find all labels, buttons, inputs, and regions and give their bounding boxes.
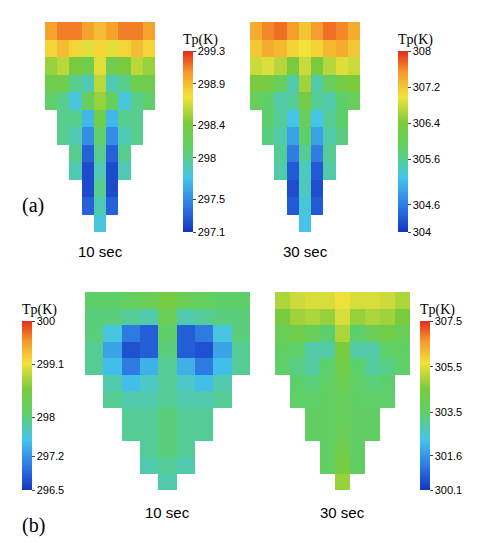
svg-text:30 sec: 30 sec [283, 243, 328, 260]
svg-text:307.2: 307.2 [413, 81, 441, 93]
svg-text:(b): (b) [22, 514, 45, 537]
svg-text:304: 304 [413, 226, 431, 238]
svg-text:Tp(K): Tp(K) [420, 302, 455, 318]
svg-text:298: 298 [37, 411, 55, 423]
svg-text:297.2: 297.2 [37, 450, 65, 462]
svg-text:303.5: 303.5 [435, 406, 463, 418]
svg-text:300: 300 [37, 315, 55, 327]
svg-text:299.1: 299.1 [37, 358, 65, 370]
svg-text:10 sec: 10 sec [145, 504, 190, 521]
svg-text:(a): (a) [22, 194, 44, 217]
svg-text:297.1: 297.1 [198, 226, 226, 238]
svg-text:30 sec: 30 sec [320, 504, 365, 521]
svg-text:308: 308 [413, 45, 431, 57]
svg-text:Tp(K): Tp(K) [183, 32, 218, 48]
svg-text:298: 298 [198, 152, 216, 164]
svg-text:297.5: 297.5 [198, 193, 226, 205]
svg-text:298.9: 298.9 [198, 78, 226, 90]
svg-text:305.6: 305.6 [413, 153, 441, 165]
svg-text:301.6: 301.6 [435, 450, 463, 462]
svg-text:304.6: 304.6 [413, 199, 441, 211]
svg-text:296.5: 296.5 [37, 484, 65, 496]
svg-text:Tp(K): Tp(K) [398, 32, 433, 48]
svg-text:305.5: 305.5 [435, 361, 463, 373]
svg-text:300.1: 300.1 [435, 484, 463, 496]
svg-text:299.3: 299.3 [198, 45, 226, 57]
svg-text:307.5: 307.5 [435, 315, 463, 327]
svg-text:298.4: 298.4 [198, 119, 226, 131]
svg-text:Tp(K): Tp(K) [22, 302, 57, 318]
svg-text:10 sec: 10 sec [78, 243, 123, 260]
svg-text:306.4: 306.4 [413, 117, 441, 129]
